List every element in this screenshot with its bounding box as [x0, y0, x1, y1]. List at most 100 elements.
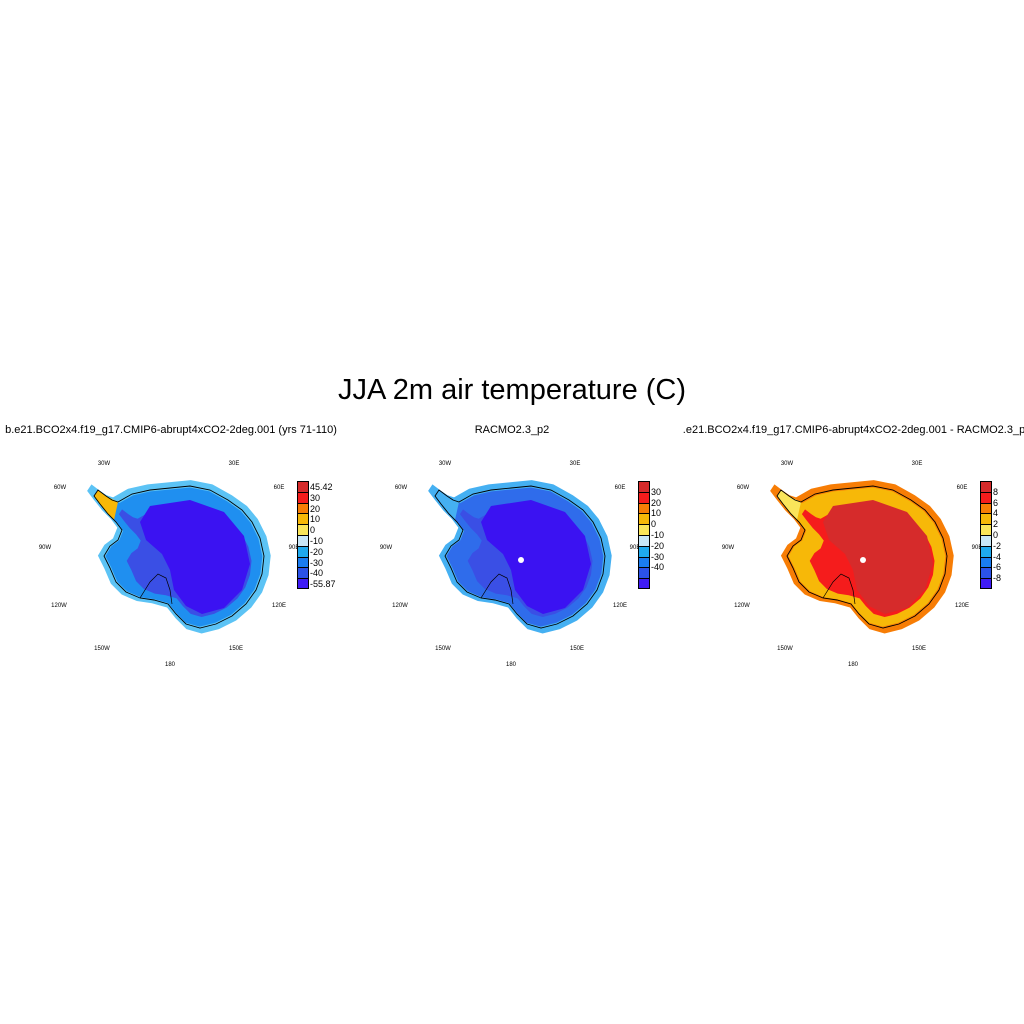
lon-label-150e: 150E [569, 646, 585, 652]
pole-marker [518, 557, 524, 563]
colorbar-box [297, 567, 309, 579]
ice-shelf-line [139, 573, 173, 605]
main-title: JJA 2m air temperature (C) [337, 374, 687, 406]
lon-label-30e: 30E [228, 461, 240, 467]
colorbar-tick-label: -10 [310, 536, 324, 546]
lon-label-180: 180 [847, 662, 859, 668]
colorbar-box [638, 481, 650, 492]
panel-title: RACMO2.3_p2 [474, 424, 550, 436]
coastline [93, 485, 265, 629]
panel-difference: b.e21.BCO2x4.f19_g17.CMIP6-abrupt4xCO2-2… [683, 420, 1024, 680]
colorbar-box [297, 513, 309, 525]
peninsula-field [435, 490, 459, 520]
colorbar-tick-label: 30 [310, 492, 321, 503]
colorbar-tick-label: -55.87 [310, 579, 336, 590]
colorbar-box [638, 534, 650, 546]
panel-model: b.e21.BCO2x4.f19_g17.CMIP6-abrupt4xCO2-2… [0, 420, 342, 680]
lon-label-150w: 150W [94, 646, 110, 652]
panel-title: b.e21.BCO2x4.f19_g17.CMIP6-abrupt4xCO2-2… [683, 424, 1024, 436]
colorbar-tick-label: 45.42 [310, 482, 333, 492]
lon-label-180: 180 [164, 662, 176, 668]
colorbar-tick-label: 30 [651, 486, 662, 497]
colorbar-box [297, 524, 309, 535]
colorbar-box [297, 534, 309, 546]
peninsula-field [777, 490, 801, 520]
colorbar-box [297, 578, 309, 589]
pole-marker [860, 557, 866, 563]
colorbar-tick-label: 10 [310, 514, 321, 525]
colorbar-tick-label: -8 [993, 573, 1002, 584]
colorbar-box [638, 578, 650, 589]
colorbar-tick-label: -2 [993, 540, 1002, 551]
colorbar-box [638, 524, 650, 535]
lon-label-120w: 120W [51, 603, 67, 609]
colorbar-box [638, 545, 650, 557]
colorbar-tick-label: -30 [310, 557, 324, 568]
lon-label-120e: 120E [954, 603, 970, 609]
lon-label-150e: 150E [228, 646, 244, 652]
lon-label-60w: 60W [736, 485, 750, 491]
colorbar-box [980, 524, 992, 535]
coastline [434, 485, 606, 629]
lon-label-90w: 90W [379, 545, 393, 551]
lon-label-60e: 60E [273, 485, 285, 491]
lon-label-120w: 120W [392, 603, 408, 609]
colorbar-tick-label: -10 [651, 530, 665, 540]
lon-label-60w: 60W [394, 485, 408, 491]
colorbar-box [980, 545, 992, 557]
colorbar-box [297, 481, 309, 492]
colorbar-box [980, 491, 992, 503]
colorbar-tick-label: 4 [993, 508, 999, 519]
colorbar-box [297, 491, 309, 503]
panel-title: b.e21.BCO2x4.f19_g17.CMIP6-abrupt4xCO2-2… [5, 424, 337, 436]
lon-label-60e: 60E [614, 485, 626, 491]
antarctica-map [770, 480, 954, 634]
colorbar-box [980, 534, 992, 546]
colorbar-box [980, 481, 992, 492]
colorbar-box [980, 567, 992, 579]
lon-label-120w: 120W [734, 603, 750, 609]
coastline [776, 485, 948, 629]
colorbar-tick-label: 8 [993, 486, 999, 497]
interior-field [140, 500, 250, 614]
ice-shelf-line [822, 573, 856, 605]
colorbar-box [980, 556, 992, 568]
lon-label-150w: 150W [777, 646, 793, 652]
lon-label-180: 180 [505, 662, 517, 668]
colorbar-box [297, 556, 309, 568]
antarctica-map [87, 480, 271, 634]
colorbar-box [980, 513, 992, 525]
lon-label-30w: 30W [438, 461, 452, 467]
colorbar-box [638, 556, 650, 568]
colorbar-tick-label: -20 [651, 540, 665, 551]
colorbar-tick-label: -20 [310, 546, 324, 557]
peninsula-field [94, 490, 118, 520]
lon-label-90w: 90W [721, 545, 735, 551]
lon-label-30e: 30E [569, 461, 581, 467]
lon-label-90e: 90E [288, 545, 300, 551]
colorbar-box [980, 502, 992, 514]
lon-label-30w: 30W [97, 461, 111, 467]
lon-label-60w: 60W [53, 485, 67, 491]
colorbar-tick-label: 2 [993, 519, 999, 530]
colorbar-tick-label: -6 [993, 562, 1002, 573]
lon-label-90e: 90E [971, 545, 983, 551]
colorbar-tick-label: -30 [651, 551, 665, 562]
lon-label-30e: 30E [911, 461, 923, 467]
ice-shelf-line [480, 573, 514, 605]
lon-label-30w: 30W [780, 461, 794, 467]
colorbar: 45.42 30 20 10 0 -10 -20 -30 -40 -55.87 [297, 481, 336, 589]
colorbar-tick-label: -4 [993, 551, 1002, 562]
lon-label-60e: 60E [956, 485, 968, 491]
colorbar: 8 6 4 2 0 -2 -4 -6 -8 [980, 481, 1001, 589]
colorbar-tick-label: 6 [993, 497, 999, 508]
interior-field [823, 500, 933, 614]
lon-label-150w: 150W [435, 646, 451, 652]
colorbar-box [638, 502, 650, 514]
colorbar-tick-label: 0 [993, 530, 999, 540]
colorbar-box [297, 545, 309, 557]
colorbar-box [638, 513, 650, 525]
colorbar-tick-label: 20 [651, 497, 662, 508]
lon-label-90w: 90W [38, 545, 52, 551]
colorbar-box [980, 578, 992, 589]
